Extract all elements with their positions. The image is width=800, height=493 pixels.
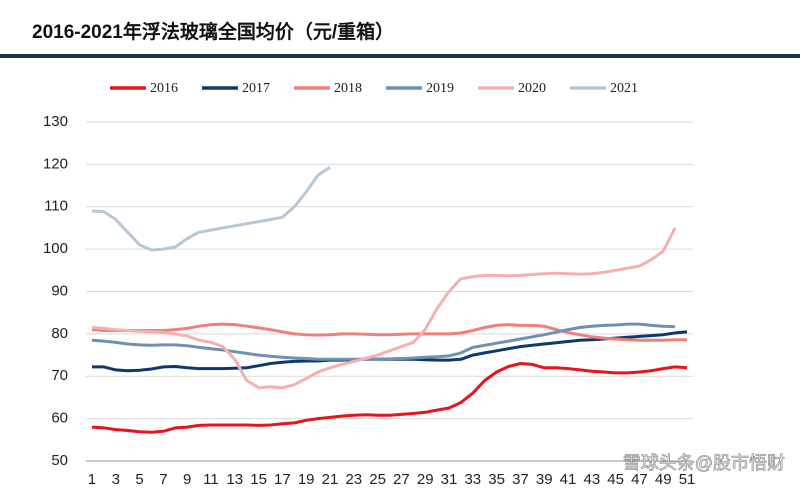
x-tick-label: 35 (488, 471, 505, 488)
series-line (91, 362, 688, 434)
y-tick-label: 70 (51, 367, 68, 384)
title-rule (0, 54, 800, 58)
y-tick-label: 60 (51, 410, 68, 427)
x-tick-label: 41 (560, 471, 577, 488)
x-tick-label: 31 (441, 471, 458, 488)
watermark: 雪球头条@股市悟财 (623, 453, 785, 473)
x-tick-label: 3 (112, 471, 120, 488)
series-line (91, 322, 687, 342)
y-tick-label: 130 (43, 113, 68, 130)
x-tick-label: 33 (464, 471, 481, 488)
x-tick-label: 51 (679, 471, 696, 488)
y-tick-label: 120 (43, 155, 68, 172)
legend-label: 2021 (610, 81, 638, 96)
x-tick-label: 9 (183, 471, 191, 488)
y-tick-label: 90 (51, 282, 68, 299)
x-tick-label: 13 (226, 471, 243, 488)
x-tick-label: 29 (417, 471, 434, 488)
legend-label: 2020 (518, 81, 546, 96)
x-tick-label: 17 (274, 471, 291, 488)
x-tick-label: 37 (512, 471, 529, 488)
x-tick-label: 39 (536, 471, 553, 488)
series-line (91, 227, 677, 390)
x-tick-label: 47 (631, 471, 648, 488)
x-tick-label: 43 (583, 471, 600, 488)
x-tick-label: 27 (393, 471, 410, 488)
x-tick-label: 15 (250, 471, 267, 488)
x-tick-label: 25 (369, 471, 386, 488)
x-tick-label: 19 (298, 471, 315, 488)
x-tick-label: 21 (322, 471, 339, 488)
y-tick-label: 110 (44, 198, 68, 215)
series-line (91, 322, 676, 361)
x-tick-label: 5 (135, 471, 143, 488)
chart-title: 2016-2021年浮法玻璃全国均价（元/重箱） (32, 20, 394, 43)
x-tick-label: 1 (88, 471, 96, 488)
legend-label: 2018 (334, 81, 362, 96)
x-tick-label: 45 (607, 471, 624, 488)
series-line (91, 166, 331, 252)
y-tick-label: 100 (43, 240, 68, 257)
x-tick-label: 11 (203, 471, 219, 488)
x-tick-label: 7 (159, 471, 167, 488)
x-tick-label: 49 (655, 471, 672, 488)
legend-label: 2017 (242, 81, 270, 96)
legend-label: 2016 (150, 81, 178, 96)
x-tick-label: 23 (345, 471, 362, 488)
y-tick-label: 50 (51, 452, 68, 469)
legend-label: 2019 (426, 81, 454, 96)
y-tick-label: 80 (51, 325, 68, 342)
